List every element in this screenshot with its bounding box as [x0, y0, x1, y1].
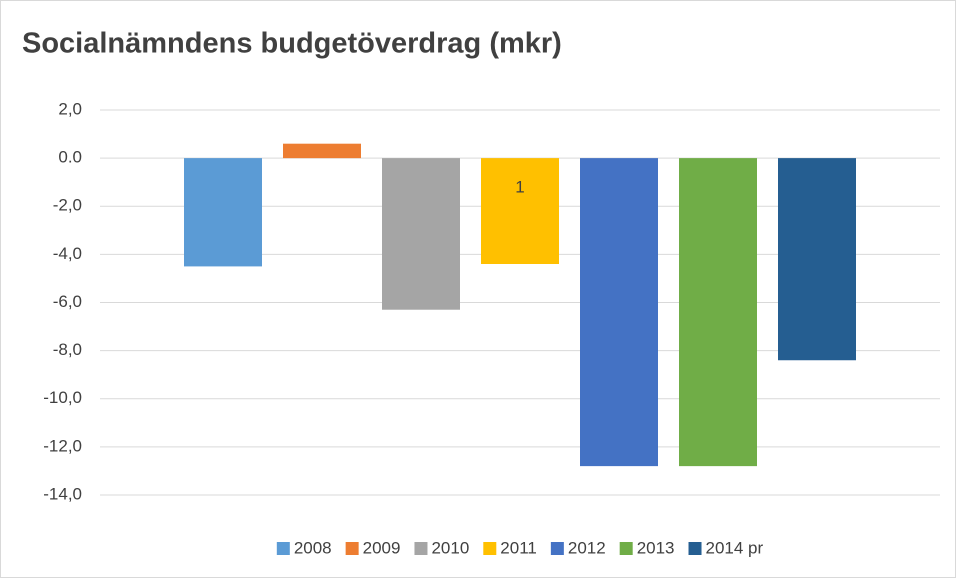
y-tick-label: -14,0: [43, 484, 82, 503]
y-tick-label: -2,0: [53, 196, 82, 215]
legend-label: 2011: [500, 538, 537, 557]
bar: [679, 158, 757, 467]
y-tick-label: -8,0: [53, 340, 82, 359]
legend-label: 2014 pr: [706, 538, 764, 557]
y-tick-label: 2,0: [58, 99, 82, 118]
legend-label: 2010: [431, 538, 469, 557]
y-tick-label: -12,0: [43, 436, 82, 455]
legend-label: 2013: [637, 538, 675, 557]
legend-swatch: [414, 542, 428, 555]
legend-swatch: [550, 542, 564, 555]
chart-title: Socialnämndens budgetöverdrag (mkr): [22, 28, 562, 60]
bar: [481, 158, 559, 264]
legend-swatch: [619, 542, 633, 555]
y-tick-label: -10,0: [43, 388, 82, 407]
legend-label: 2008: [294, 538, 332, 557]
legend-label: 2009: [363, 538, 401, 557]
bar: [184, 158, 262, 267]
y-tick-label: -4,0: [53, 244, 82, 263]
legend-label: 2012: [568, 538, 606, 557]
legend-swatch: [688, 542, 702, 555]
legend-swatch: [345, 542, 359, 555]
bar: [580, 158, 658, 467]
y-tick-label: -6,0: [53, 292, 82, 311]
y-tick-label: 0.0: [58, 148, 82, 167]
annotation: 1: [515, 177, 524, 196]
bar: [283, 143, 361, 159]
legend-swatch: [483, 542, 497, 555]
bar: [778, 158, 856, 361]
bar: [382, 158, 460, 310]
legend-swatch: [276, 542, 290, 555]
